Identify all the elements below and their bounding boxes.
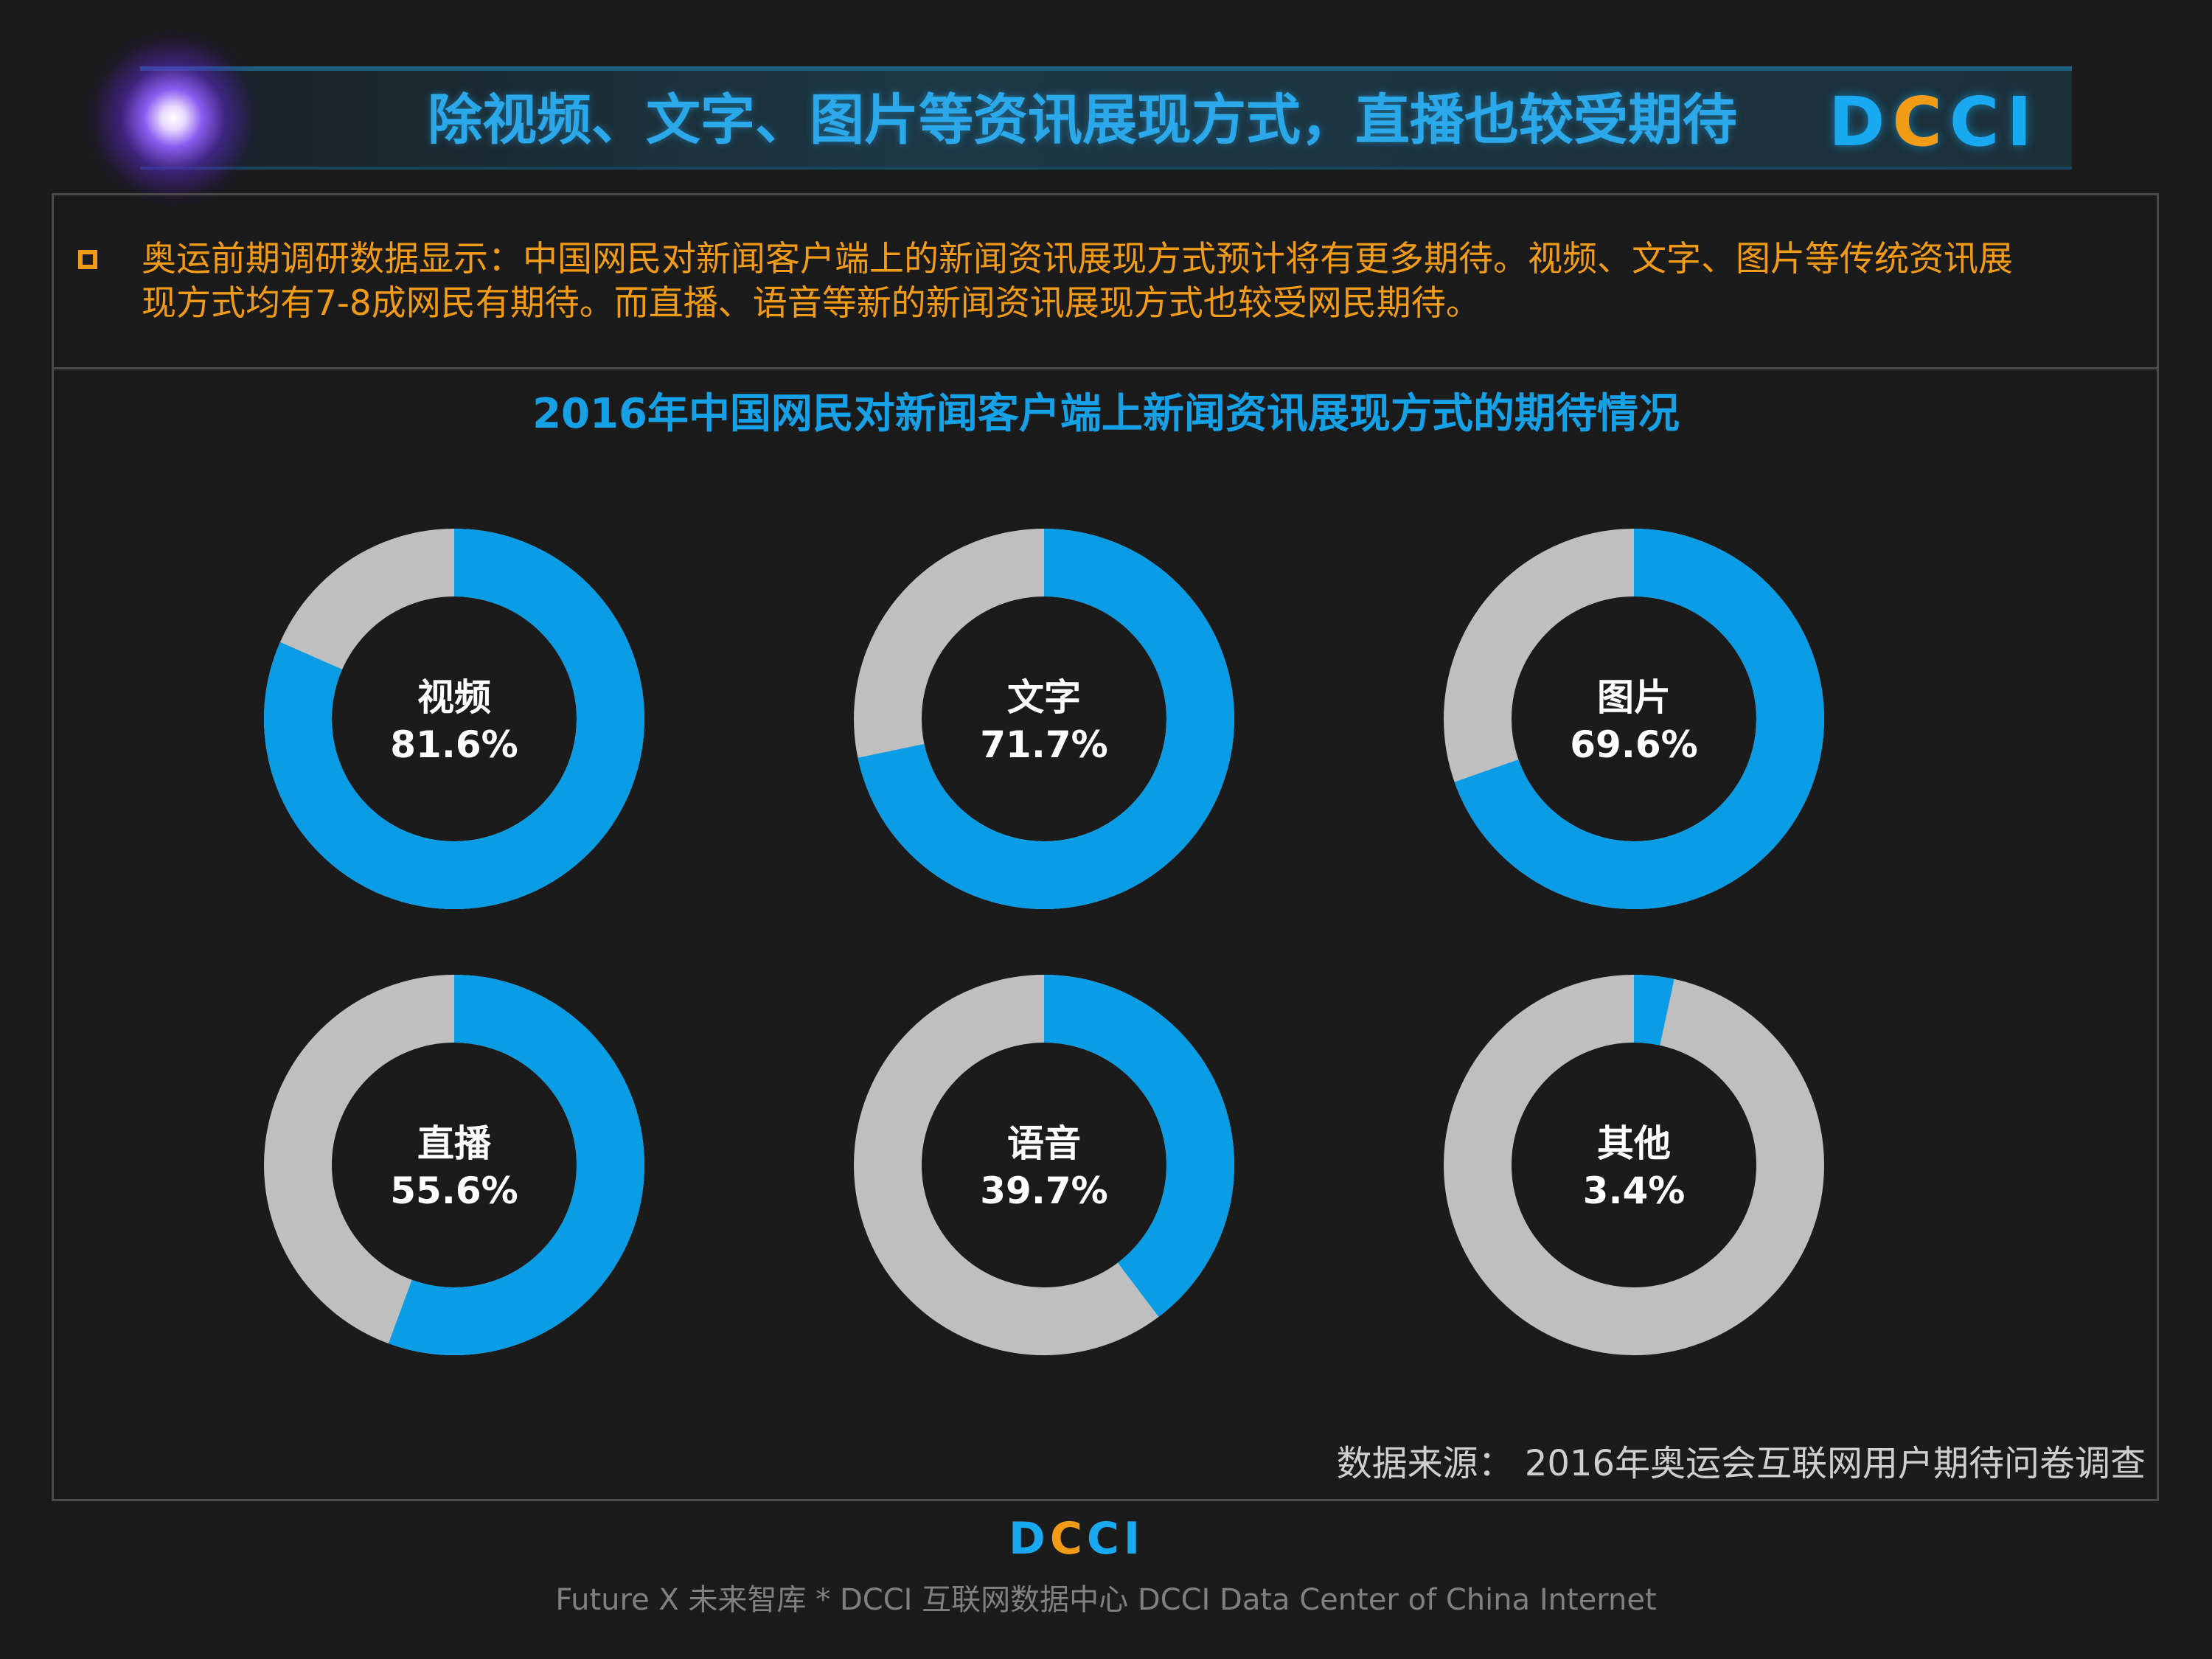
donut-category-label: 文字: [1007, 676, 1081, 719]
donut-value-arc: [854, 529, 1234, 909]
donut-value-arc: [854, 975, 1234, 1355]
dcci-footer-logo: DCCI: [1009, 1513, 1144, 1565]
donut-6: 其他3.4%: [1444, 975, 1824, 1355]
dcci-logo-text: DCCI: [1829, 83, 2039, 161]
note-divider: [52, 367, 2159, 369]
donut-value-arc: [264, 529, 644, 909]
bullet-square-icon: [78, 250, 97, 269]
donut-value-label: 3.4%: [1583, 1169, 1686, 1212]
dcci-footer-logo-text: DCCI: [1009, 1513, 1145, 1565]
footer-text: Future X 未来智库 * DCCI 互联网数据中心 DCCI Data C…: [555, 1583, 1657, 1617]
donut-remainder-ring: [1444, 975, 1824, 1355]
donut-value-label: 81.6%: [390, 723, 518, 766]
donut-category-label: 语音: [1007, 1122, 1081, 1165]
chart-title: 2016年中国网民对新闻客户端上新闻资讯展现方式的期待情况: [532, 390, 1680, 438]
dcci-logo: DCCI: [1829, 83, 2039, 161]
data-source: 数据来源： 2016年奥运会互联网用户期待问卷调查: [1336, 1443, 2146, 1484]
donut-value-label: 55.6%: [390, 1169, 518, 1212]
header-bar: [140, 66, 2072, 170]
donut-value-label: 39.7%: [980, 1169, 1107, 1212]
donut-value-arc: [264, 975, 644, 1355]
donut-value-label: 69.6%: [1570, 723, 1697, 766]
slide-title: 除视频、文字、图片等资讯展现方式，直播也较受期待: [428, 88, 1737, 152]
donut-category-label: 视频: [417, 676, 491, 719]
donut-category-label: 其他: [1597, 1122, 1671, 1165]
summary-note: 奥运前期调研数据显示：中国网民对新闻客户端上的新闻资讯展现方式预计将有更多期待。…: [142, 239, 2013, 324]
donut-value-arc: [1444, 529, 1824, 909]
starburst-graphic: [77, 29, 269, 206]
content-frame: [52, 193, 2159, 1501]
donut-value-label: 71.7%: [980, 723, 1107, 766]
donut-category-label: 直播: [417, 1122, 492, 1165]
donut-value-arc: [1444, 975, 1824, 1355]
donut-category-label: 图片: [1597, 676, 1671, 719]
